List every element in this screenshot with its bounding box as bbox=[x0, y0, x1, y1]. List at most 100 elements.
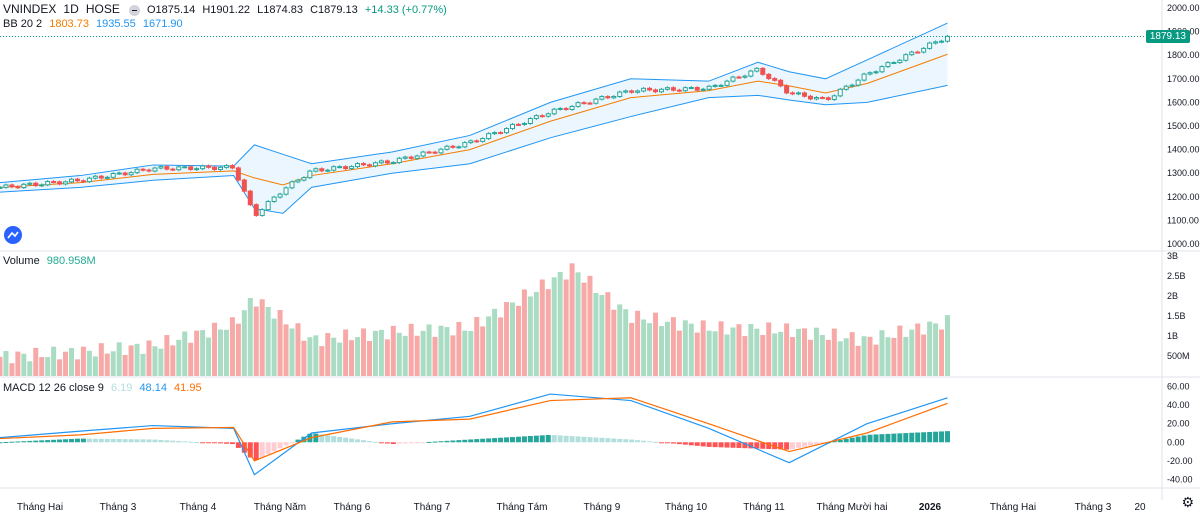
candle-body bbox=[682, 87, 688, 92]
volume-legend[interactable]: Volume 980.958M bbox=[3, 254, 100, 268]
macd-histogram-bar bbox=[86, 438, 92, 443]
macd-histogram-bar bbox=[92, 438, 98, 443]
macd-histogram-bar bbox=[718, 442, 724, 448]
macd-histogram-bar bbox=[527, 436, 533, 443]
macd-histogram-bar bbox=[515, 436, 521, 443]
time-tick-label: Tháng 6 bbox=[334, 502, 371, 513]
macd-histogram-bar bbox=[301, 436, 307, 443]
macd-histogram-bar bbox=[658, 442, 664, 444]
macd-line-value: 48.14 bbox=[139, 382, 167, 394]
volume-bar bbox=[903, 336, 909, 376]
volume-bar bbox=[718, 321, 724, 376]
volume-bar bbox=[754, 328, 760, 376]
volume-bar bbox=[945, 315, 951, 376]
candle-body bbox=[3, 184, 9, 188]
macd-histogram-bar bbox=[694, 442, 700, 446]
candle-body bbox=[772, 78, 778, 81]
volume-bar bbox=[766, 322, 772, 376]
volume-bar bbox=[480, 326, 486, 376]
volume-bar bbox=[146, 340, 152, 376]
macd-histogram-bar bbox=[843, 438, 849, 443]
candle-body bbox=[819, 96, 825, 99]
candle-body bbox=[462, 142, 468, 148]
candle-body bbox=[509, 123, 515, 130]
macd-histogram-bar bbox=[837, 439, 843, 443]
bb-label: BB 20 2 bbox=[3, 18, 43, 30]
volume-bar bbox=[933, 323, 939, 376]
macd-histogram-bar bbox=[801, 442, 807, 447]
time-tick-label: Tháng Mười hai bbox=[816, 502, 887, 513]
volume-bar bbox=[688, 323, 694, 376]
volume-bar bbox=[515, 305, 521, 376]
volume-bar bbox=[849, 332, 855, 376]
tradingview-cloud-icon[interactable] bbox=[4, 226, 22, 244]
macd-histogram-bar bbox=[867, 434, 873, 443]
candle-body bbox=[688, 87, 694, 90]
candle-body bbox=[158, 166, 164, 169]
macd-histogram-bar bbox=[885, 433, 891, 443]
macd-tick-label: -40.00 bbox=[1167, 474, 1193, 484]
time-tick-label: Tháng 3 bbox=[100, 502, 137, 513]
interval[interactable]: 1D bbox=[63, 2, 79, 16]
volume-bar bbox=[474, 316, 480, 376]
candle-body bbox=[86, 177, 92, 183]
candle-body bbox=[724, 80, 730, 86]
macd-histogram-bar bbox=[9, 441, 15, 443]
macd-histogram-bar bbox=[212, 442, 218, 444]
bb-upper-value: 1935.55 bbox=[96, 18, 136, 30]
collapse-icon[interactable] bbox=[128, 4, 140, 16]
candle-body bbox=[641, 87, 647, 92]
volume-bar bbox=[867, 336, 873, 376]
macd-histogram-bar bbox=[134, 439, 140, 443]
volume-bar bbox=[653, 312, 659, 376]
macd-histogram-bar bbox=[235, 442, 241, 448]
macd-histogram-bar bbox=[432, 441, 438, 443]
symbol-name[interactable]: VNINDEX bbox=[3, 2, 57, 16]
candle-body bbox=[217, 166, 223, 170]
time-tick-label: Tháng Tám bbox=[497, 502, 548, 513]
candle-body bbox=[742, 75, 748, 78]
volume-bar bbox=[599, 294, 605, 376]
candle-body bbox=[104, 176, 110, 179]
macd-histogram-bar bbox=[122, 439, 128, 443]
volume-bar bbox=[676, 330, 682, 376]
volume-bar bbox=[813, 327, 819, 376]
candle-body bbox=[390, 162, 396, 165]
symbol-legend: VNINDEX 1D HOSE O1875.14 H1901.22 L1874.… bbox=[3, 2, 451, 17]
volume-bar bbox=[319, 346, 325, 376]
macd-histogram-bar bbox=[807, 442, 813, 446]
candle-body bbox=[182, 166, 188, 169]
volume-bar bbox=[891, 337, 897, 376]
macd-histogram-bar bbox=[575, 436, 581, 443]
volume-bar bbox=[307, 337, 313, 376]
volume-bar bbox=[366, 341, 372, 376]
macd-histogram-bar bbox=[545, 434, 551, 443]
macd-histogram-bar bbox=[384, 442, 390, 444]
candle-body bbox=[21, 183, 27, 189]
candle-body bbox=[849, 84, 855, 87]
volume-bar bbox=[807, 339, 813, 376]
volume-bar bbox=[170, 345, 176, 376]
candle-body bbox=[527, 118, 533, 124]
volume-bar bbox=[98, 343, 104, 376]
macd-histogram-bar bbox=[366, 441, 372, 443]
macd-histogram-bar bbox=[152, 439, 158, 443]
gear-icon[interactable]: ⚙ bbox=[1181, 494, 1194, 510]
macd-histogram-bar bbox=[265, 442, 271, 455]
macd-histogram-bar bbox=[533, 435, 539, 443]
candle-body bbox=[593, 98, 599, 104]
volume-bar bbox=[152, 346, 158, 376]
candle-body bbox=[670, 87, 676, 91]
macd-histogram-bar bbox=[182, 441, 188, 443]
macd-legend[interactable]: MACD 12 26 close 9 6.19 48.14 41.95 bbox=[3, 381, 206, 395]
volume-bar bbox=[706, 330, 712, 376]
time-tick-label: 20 bbox=[1134, 502, 1146, 513]
macd-histogram-bar bbox=[361, 440, 367, 443]
volume-bar bbox=[790, 337, 796, 376]
macd-histogram-bar bbox=[760, 442, 766, 449]
candle-body bbox=[253, 204, 259, 216]
volume-bar bbox=[825, 339, 831, 376]
bb-legend[interactable]: BB 20 2 1803.73 1935.55 1671.90 bbox=[3, 17, 187, 31]
macd-histogram-bar bbox=[337, 436, 343, 443]
